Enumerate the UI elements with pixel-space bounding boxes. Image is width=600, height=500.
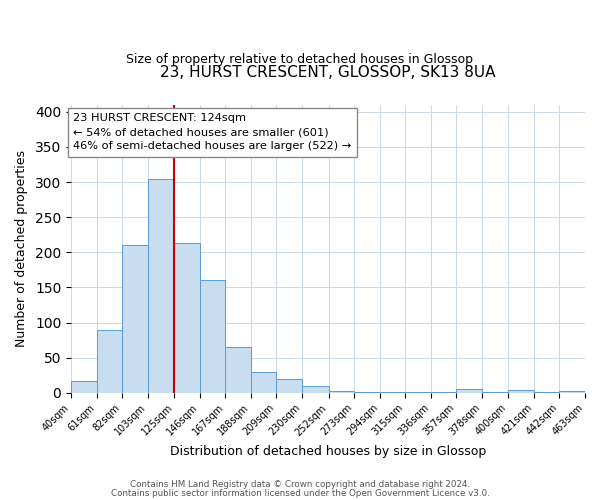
Bar <box>482 392 508 393</box>
Bar <box>71 381 97 393</box>
Bar <box>508 390 534 393</box>
Bar <box>354 392 380 393</box>
Y-axis label: Number of detached properties: Number of detached properties <box>15 150 28 348</box>
Bar <box>380 392 405 393</box>
Bar <box>559 390 585 393</box>
Text: Size of property relative to detached houses in Glossop: Size of property relative to detached ho… <box>127 52 473 66</box>
Bar <box>302 386 329 393</box>
Bar <box>175 243 200 393</box>
Bar <box>405 392 431 393</box>
Bar <box>97 330 122 393</box>
Text: Contains public sector information licensed under the Open Government Licence v3: Contains public sector information licen… <box>110 488 490 498</box>
X-axis label: Distribution of detached houses by size in Glossop: Distribution of detached houses by size … <box>170 444 486 458</box>
Text: Contains HM Land Registry data © Crown copyright and database right 2024.: Contains HM Land Registry data © Crown c… <box>130 480 470 489</box>
Bar <box>534 392 559 393</box>
Bar <box>226 347 251 393</box>
Bar <box>251 372 277 393</box>
Text: 23 HURST CRESCENT: 124sqm
← 54% of detached houses are smaller (601)
46% of semi: 23 HURST CRESCENT: 124sqm ← 54% of detac… <box>73 113 352 151</box>
Bar <box>200 280 226 393</box>
Bar <box>329 392 354 393</box>
Title: 23, HURST CRESCENT, GLOSSOP, SK13 8UA: 23, HURST CRESCENT, GLOSSOP, SK13 8UA <box>160 65 496 80</box>
Bar <box>148 178 175 393</box>
Bar <box>431 392 456 393</box>
Bar <box>122 246 148 393</box>
Bar <box>456 390 482 393</box>
Bar <box>277 379 302 393</box>
